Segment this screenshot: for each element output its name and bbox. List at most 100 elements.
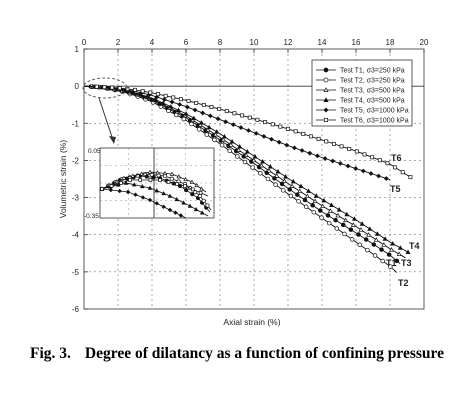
y-tick-label: -4 bbox=[72, 231, 80, 240]
legend-label: Test T5, σ3=1000 kPa bbox=[340, 108, 409, 115]
curve-label-t3: T3 bbox=[401, 258, 412, 268]
data-point-t6 bbox=[103, 85, 106, 88]
legend: Test T1, σ3=250 kPaTest T2, σ3=250 kPaTe… bbox=[312, 60, 412, 126]
inset-data-point bbox=[167, 181, 170, 184]
data-point-t2 bbox=[312, 210, 316, 214]
data-point-t2 bbox=[228, 149, 232, 153]
inset-y-tick-top: 0.05 bbox=[88, 148, 101, 155]
data-point-t6 bbox=[325, 140, 328, 143]
legend-label: Test T2, σ3=250 kPa bbox=[340, 78, 405, 85]
x-tick-label: 10 bbox=[250, 38, 259, 47]
y-axis-title: Volumetric strain (%) bbox=[58, 140, 68, 219]
inset-data-point bbox=[139, 179, 142, 182]
curve-label-t5: T5 bbox=[390, 184, 401, 194]
data-point-t2 bbox=[381, 259, 385, 263]
data-point-t2 bbox=[373, 254, 377, 258]
data-point-t2 bbox=[365, 248, 369, 252]
x-tick-label: 2 bbox=[116, 38, 121, 47]
data-point-t6 bbox=[371, 156, 374, 159]
data-point-t6 bbox=[141, 90, 144, 93]
data-point-t6 bbox=[202, 103, 205, 106]
inset-data-point bbox=[202, 199, 205, 202]
data-point-t2 bbox=[343, 232, 347, 236]
inset-zoom-panel: 0.05 -0.35 bbox=[84, 148, 214, 220]
data-point-t6 bbox=[240, 114, 243, 117]
legend-marker bbox=[324, 68, 328, 72]
data-point-t6 bbox=[95, 85, 98, 88]
data-point-t6 bbox=[294, 130, 297, 133]
data-point-t6 bbox=[195, 101, 198, 104]
data-point-t2 bbox=[174, 113, 178, 117]
data-point-t6 bbox=[149, 91, 152, 94]
data-point-t6 bbox=[355, 150, 358, 153]
data-point-t1 bbox=[303, 198, 307, 202]
data-point-t2 bbox=[190, 122, 194, 126]
data-point-t1 bbox=[311, 203, 315, 207]
data-point-t2 bbox=[304, 205, 308, 209]
data-point-t2 bbox=[258, 171, 262, 175]
y-tick-label: -1 bbox=[72, 119, 80, 128]
data-point-t6 bbox=[179, 98, 182, 101]
x-tick-label: 18 bbox=[386, 38, 395, 47]
y-tick-label: -3 bbox=[72, 194, 80, 203]
inset-data-point bbox=[184, 188, 187, 191]
x-axis-title: Axial strain (%) bbox=[223, 317, 280, 327]
data-point-t6 bbox=[286, 127, 289, 130]
inset-data-point bbox=[110, 184, 113, 187]
data-point-t6 bbox=[271, 123, 274, 126]
data-point-t1 bbox=[295, 193, 299, 197]
data-point-t6 bbox=[218, 107, 221, 110]
curve-label-t4: T4 bbox=[409, 241, 420, 251]
legend-label: Test T6, σ3=1000 kPa bbox=[340, 118, 409, 125]
data-point-t2 bbox=[212, 138, 216, 142]
data-point-t6 bbox=[225, 109, 228, 112]
inset-data-point bbox=[176, 183, 179, 186]
legend-label: Test T3, σ3=500 kPa bbox=[340, 88, 405, 95]
data-point-t6 bbox=[187, 99, 190, 102]
legend-label: Test T4, σ3=500 kPa bbox=[340, 98, 405, 105]
data-point-t1 bbox=[364, 238, 368, 242]
data-point-t2 bbox=[266, 177, 270, 181]
data-point-t6 bbox=[133, 88, 136, 91]
data-point-t2 bbox=[251, 166, 255, 170]
caption-text: Degree of dilatancy as a function of con… bbox=[85, 345, 444, 362]
data-point-t6 bbox=[302, 132, 305, 135]
curve-label-t6: T6 bbox=[391, 153, 402, 163]
y-tick-label: -6 bbox=[72, 305, 80, 314]
y-tick-label: -5 bbox=[72, 268, 80, 277]
data-point-t6 bbox=[378, 159, 381, 162]
inset-data-point bbox=[198, 194, 201, 197]
data-point-t6 bbox=[332, 142, 335, 145]
inset-data-point bbox=[170, 177, 173, 180]
data-point-t6 bbox=[363, 153, 366, 156]
y-tick-label: 1 bbox=[75, 45, 80, 54]
data-point-t2 bbox=[335, 227, 339, 231]
inset-data-point bbox=[199, 191, 202, 194]
data-point-t1 bbox=[349, 228, 353, 232]
data-point-t6 bbox=[386, 162, 389, 165]
data-point-t6 bbox=[401, 171, 404, 174]
data-point-t6 bbox=[156, 93, 159, 96]
legend-marker bbox=[324, 118, 327, 121]
data-point-t2 bbox=[297, 199, 301, 203]
data-point-t6 bbox=[210, 105, 213, 108]
data-point-t6 bbox=[279, 125, 282, 128]
x-tick-label: 14 bbox=[318, 38, 327, 47]
inset-data-point bbox=[120, 181, 123, 184]
data-point-t2 bbox=[197, 127, 201, 131]
data-point-t6 bbox=[233, 112, 236, 115]
data-point-t1 bbox=[380, 248, 384, 252]
data-point-t2 bbox=[220, 143, 224, 147]
data-point-t6 bbox=[309, 135, 312, 138]
data-point-t2 bbox=[281, 188, 285, 192]
legend-marker bbox=[324, 78, 328, 82]
data-point-t6 bbox=[393, 166, 396, 169]
x-tick-label: 20 bbox=[420, 38, 429, 47]
data-point-t2 bbox=[243, 160, 247, 164]
inset-data-point bbox=[129, 179, 132, 182]
data-point-t6 bbox=[110, 86, 113, 89]
inset-y-tick-bottom: -0.35 bbox=[84, 213, 99, 220]
data-point-t6 bbox=[248, 116, 251, 119]
data-point-t1 bbox=[318, 209, 322, 213]
data-point-t6 bbox=[340, 145, 343, 148]
